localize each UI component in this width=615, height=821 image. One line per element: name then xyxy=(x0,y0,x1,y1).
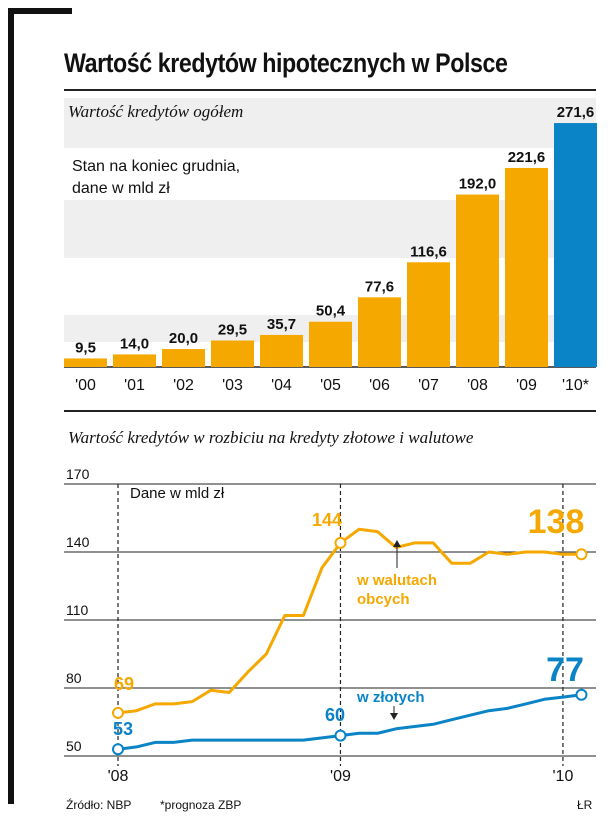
series-line-zlotowe xyxy=(117,693,582,751)
bar-category-label: '00 xyxy=(75,377,96,394)
source-note: Źródło: NBP xyxy=(66,798,132,812)
walut-start-label: 69 xyxy=(114,674,134,694)
bar-chart-subtitle-line1: Stan na koniec grudnia, xyxy=(72,158,241,175)
bar-00 xyxy=(64,358,107,367)
bar-value-label: 14,0 xyxy=(120,335,149,352)
bar-category-label: '07 xyxy=(418,377,439,394)
x-tick-label: '09 xyxy=(330,768,351,785)
bar-value-label: 77,6 xyxy=(365,278,394,295)
frame-corner-top xyxy=(8,8,72,14)
bar-08 xyxy=(456,194,499,367)
frame-corner-left xyxy=(8,8,14,804)
data-marker xyxy=(575,548,588,561)
walut-series-label-2: obcych xyxy=(357,591,410,608)
x-tick-label: '08 xyxy=(108,768,129,785)
title-divider xyxy=(64,89,596,91)
bar-category-label: '02 xyxy=(173,377,194,394)
bar-02 xyxy=(162,349,205,367)
bar-value-label: 192,0 xyxy=(459,176,497,193)
bar-09 xyxy=(505,167,548,367)
walut-pointer-arrow xyxy=(393,540,401,547)
bar-07 xyxy=(407,262,450,367)
bar-06 xyxy=(358,297,401,367)
data-marker xyxy=(575,688,588,701)
bar-category-label: '04 xyxy=(271,377,292,394)
zloty-end-label: 77 xyxy=(546,651,584,689)
forecast-note: *prognoza ZBP xyxy=(160,798,242,812)
bar-05 xyxy=(309,321,352,367)
bar-category-label: '01 xyxy=(124,377,145,394)
bar-category-label: '08 xyxy=(467,377,488,394)
bar-value-label: 221,6 xyxy=(508,149,546,166)
bar-10 xyxy=(554,123,597,367)
data-marker xyxy=(334,729,347,742)
y-tick-label: 170 xyxy=(66,466,90,482)
bar-chart-title: Wartość kredytów ogółem xyxy=(68,102,244,121)
line-chart-unit-label: Dane w mld zł xyxy=(130,485,225,502)
zloty-start-label: 53 xyxy=(113,719,133,739)
bar-value-label: 29,5 xyxy=(218,322,247,339)
y-tick-label: 110 xyxy=(66,602,89,618)
walut-mid-label: 144 xyxy=(312,510,342,530)
data-marker xyxy=(334,536,347,549)
y-tick-label: 80 xyxy=(66,670,82,686)
y-tick-label: 140 xyxy=(66,534,90,550)
infographic-title: Wartość kredytów hipotecznych w Polsce xyxy=(64,48,508,78)
data-marker xyxy=(112,743,124,756)
bar-category-label: '09 xyxy=(516,377,537,394)
bar-value-label: 271,6 xyxy=(557,104,595,121)
bar-category-label: '10* xyxy=(562,377,589,394)
bar-chart-subtitle-line2: dane w mld zł xyxy=(72,180,170,197)
data-marker xyxy=(112,706,124,719)
x-tick-label: '10 xyxy=(552,768,573,785)
bar-value-label: 50,4 xyxy=(316,303,346,320)
bar-value-label: 116,6 xyxy=(410,243,447,260)
bar-value-label: 20,0 xyxy=(169,330,198,347)
bar-bg-band-0 xyxy=(64,98,596,148)
series-line-walutowe xyxy=(117,527,582,715)
bar-category-label: '06 xyxy=(369,377,390,394)
zloty-mid-label: 60 xyxy=(325,705,345,725)
bar-category-label: '05 xyxy=(320,377,341,394)
line-chart-title: Wartość kredytów w rozbiciu na kredyty z… xyxy=(68,428,474,447)
author-initials: ŁR xyxy=(577,798,593,812)
zloty-series-label: w złotych xyxy=(356,689,425,706)
bar-value-label: 35,7 xyxy=(267,316,296,333)
bar-01 xyxy=(113,354,156,367)
y-tick-label: 50 xyxy=(66,738,82,754)
walut-series-label: w walutach xyxy=(356,572,437,589)
bar-04 xyxy=(260,334,303,367)
section-divider xyxy=(64,410,596,412)
bar-category-label: '03 xyxy=(222,377,243,394)
walut-end-label: 138 xyxy=(528,503,585,541)
bar-value-label: 9,5 xyxy=(75,339,96,356)
zloty-pointer-arrow xyxy=(390,713,398,720)
bar-03 xyxy=(211,340,254,367)
